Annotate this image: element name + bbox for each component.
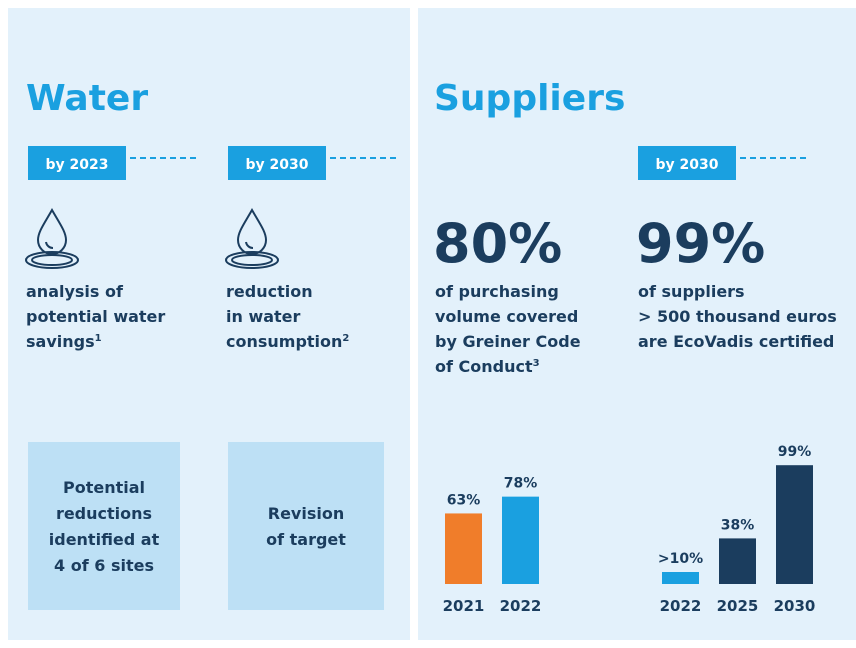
bar <box>502 496 539 584</box>
text-line: are EcoVadis certified <box>638 332 834 351</box>
tag-label: by 2030 <box>246 157 309 173</box>
value-label: 99% <box>778 444 812 460</box>
text-line: volume covered <box>435 307 578 326</box>
drop-icon <box>25 207 79 269</box>
text-line: by Greiner Code <box>435 332 581 351</box>
text-line: potential water <box>26 307 165 326</box>
text-line: analysis of <box>26 282 124 301</box>
text-line: > 500 thousand euros <box>638 307 837 326</box>
text-line: savings1 <box>26 332 102 351</box>
value-label: 38% <box>721 517 755 533</box>
text-line: of Conduct3 <box>435 357 540 376</box>
tag-label: by 2023 <box>46 157 109 173</box>
bar <box>776 465 813 584</box>
value-label: 63% <box>447 492 481 508</box>
text-line: of suppliers <box>638 282 745 301</box>
value-label: 78% <box>504 476 538 492</box>
category-label: 2030 <box>774 597 816 615</box>
text-line: 4 of 6 sites <box>54 556 154 575</box>
big-figure: 99% <box>636 212 765 275</box>
status-box <box>28 442 180 610</box>
text-line: reduction <box>226 282 313 301</box>
big-figure: 80% <box>433 212 562 275</box>
text-line: of target <box>266 530 346 549</box>
section-title: Suppliers <box>434 78 625 119</box>
text-line: Potential <box>63 478 145 497</box>
text-line: Revision <box>268 504 344 523</box>
drop-icon <box>225 207 279 269</box>
section-title: Water <box>26 78 148 119</box>
text-line: in water <box>226 307 301 326</box>
bar <box>719 538 756 584</box>
bar <box>445 513 482 584</box>
tag-box <box>228 146 326 180</box>
footnote-mark: 1 <box>95 333 102 344</box>
text-line: of purchasing <box>435 282 559 301</box>
category-label: 2022 <box>500 597 542 615</box>
category-label: 2021 <box>443 597 485 615</box>
footnote-mark: 2 <box>342 333 349 344</box>
footnote-mark: 3 <box>533 358 540 369</box>
category-label: 2025 <box>717 597 759 615</box>
bar <box>662 572 699 584</box>
value-label: >10% <box>658 551 703 567</box>
text-line: consumption2 <box>226 332 349 351</box>
status-box <box>228 442 384 610</box>
tag-box <box>28 146 126 180</box>
text-line: reductions <box>56 504 152 523</box>
tag-label: by 2030 <box>656 157 719 173</box>
tag-box <box>638 146 736 180</box>
category-label: 2022 <box>660 597 702 615</box>
text-line: identified at <box>49 530 160 549</box>
